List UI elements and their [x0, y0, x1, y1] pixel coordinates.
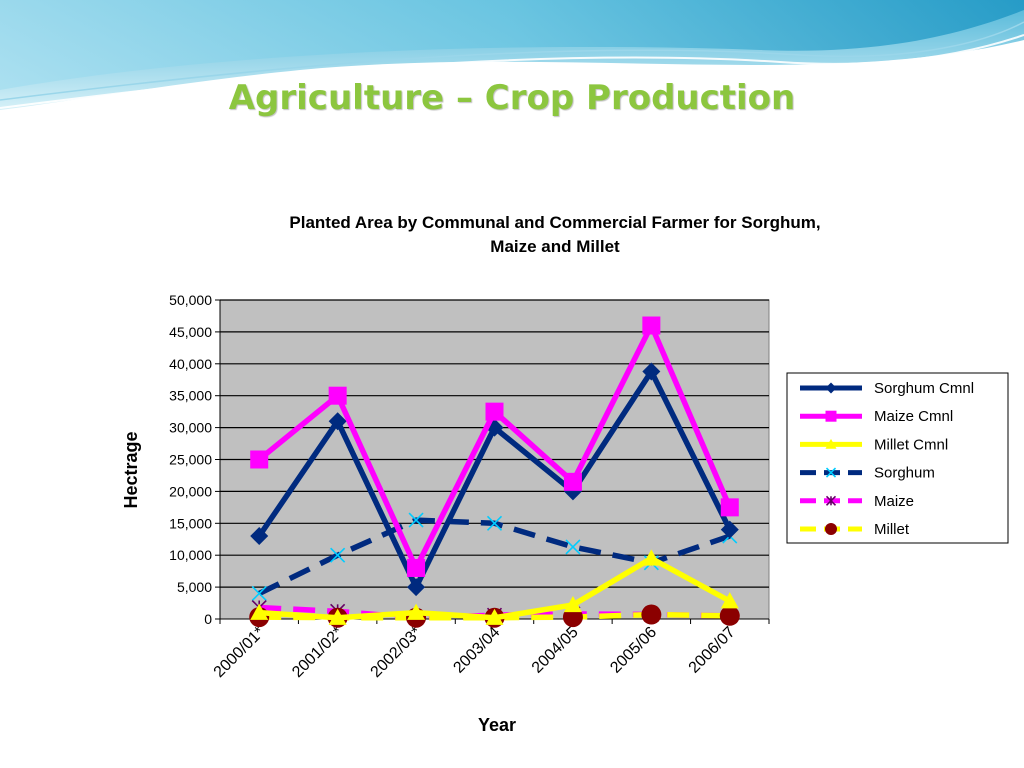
data-point [825, 382, 837, 394]
chart-title-line-2: Maize and Millet [490, 237, 620, 256]
y-tick-label: 0 [204, 611, 212, 627]
x-tick-label: 2001/02* [289, 624, 346, 681]
data-point [563, 595, 582, 613]
data-point [250, 527, 269, 546]
data-point [563, 472, 582, 491]
x-tick-label: 2000/01* [211, 624, 268, 681]
legend-box [786, 372, 1009, 544]
data-point [328, 412, 347, 431]
data-point [251, 585, 267, 602]
x-tick-label: 2004/05 [529, 624, 582, 677]
y-axis-label: Hectrage [121, 431, 141, 508]
series-millet-cmnl [250, 549, 739, 625]
y-axis-ticks: 0 5,000 10,000 15,000 20,000 25,000 30,000 35,0… [169, 292, 220, 627]
x-axis-label: Year [478, 715, 516, 735]
y-tick-label: 20,000 [169, 483, 212, 499]
data-point [720, 498, 739, 517]
legend: Sorghum Cmnl Maize Cmnl Millet Cmnl Sorghum… [786, 372, 1009, 544]
legend-label: Millet Cmnl [874, 436, 948, 453]
y-tick-label: 30,000 [169, 420, 212, 436]
data-point [485, 608, 504, 625]
data-point [328, 608, 347, 625]
data-point [407, 558, 426, 577]
data-point [825, 523, 837, 535]
x-tick-label: 2003/04 [450, 624, 503, 677]
header-wave-decoration [0, 0, 1024, 110]
data-point [720, 592, 739, 609]
legend-item: Millet Cmnl [800, 436, 948, 453]
slide-title: Agriculture – Crop Production [228, 78, 796, 118]
data-point [485, 402, 504, 421]
legend-label: Maize [874, 493, 914, 510]
x-tick-label: 2005/06 [607, 624, 660, 677]
legend-item: Millet [800, 521, 910, 538]
data-point [719, 605, 740, 626]
data-point [565, 539, 581, 555]
series-maize-cmnl [250, 316, 739, 577]
data-point [408, 512, 424, 528]
chart-title: Planted Area by Communal and Commercial … [289, 213, 820, 256]
data-point [825, 467, 837, 478]
y-tick-label: 25,000 [169, 452, 212, 468]
legend-label: Millet [874, 521, 910, 538]
x-axis-ticks: 2000/01* 2001/02* 2002/03* 2003/04 2004/05 20… [211, 619, 770, 681]
data-point [250, 450, 269, 469]
data-point [825, 438, 837, 449]
data-point [642, 362, 661, 381]
legend-item: Sorghum [800, 465, 935, 482]
data-point [486, 515, 503, 531]
data-point [330, 547, 346, 563]
legend-item: Sorghum Cmnl [800, 380, 974, 397]
data-point [407, 603, 426, 620]
data-point [641, 604, 662, 625]
y-tick-label: 45,000 [169, 324, 212, 340]
y-tick-label: 10,000 [169, 547, 212, 563]
y-tick-label: 5,000 [177, 579, 212, 595]
data-point [825, 410, 837, 422]
legend-item: Maize Cmnl [800, 408, 953, 425]
data-point [825, 495, 837, 506]
x-tick-label: 2006/07 [686, 624, 739, 677]
data-point [250, 603, 269, 620]
y-tick-label: 35,000 [169, 388, 212, 404]
legend-item: Maize [800, 493, 914, 510]
x-tick-label: 2002/03* [368, 624, 425, 681]
legend-label: Maize Cmnl [874, 408, 953, 425]
y-tick-label: 50,000 [169, 292, 212, 308]
series-sorghum-cmnl [250, 362, 739, 597]
y-tick-label: 40,000 [169, 356, 212, 372]
data-point [642, 316, 661, 335]
data-point [720, 520, 739, 539]
data-point [328, 386, 347, 405]
series-layer [249, 316, 740, 628]
y-tick-label: 15,000 [169, 515, 212, 531]
data-point [407, 578, 426, 597]
chart-title-line-1: Planted Area by Communal and Commercial … [289, 213, 820, 232]
legend-label: Sorghum Cmnl [874, 380, 974, 397]
data-point [642, 549, 661, 566]
legend-label: Sorghum [874, 465, 935, 482]
